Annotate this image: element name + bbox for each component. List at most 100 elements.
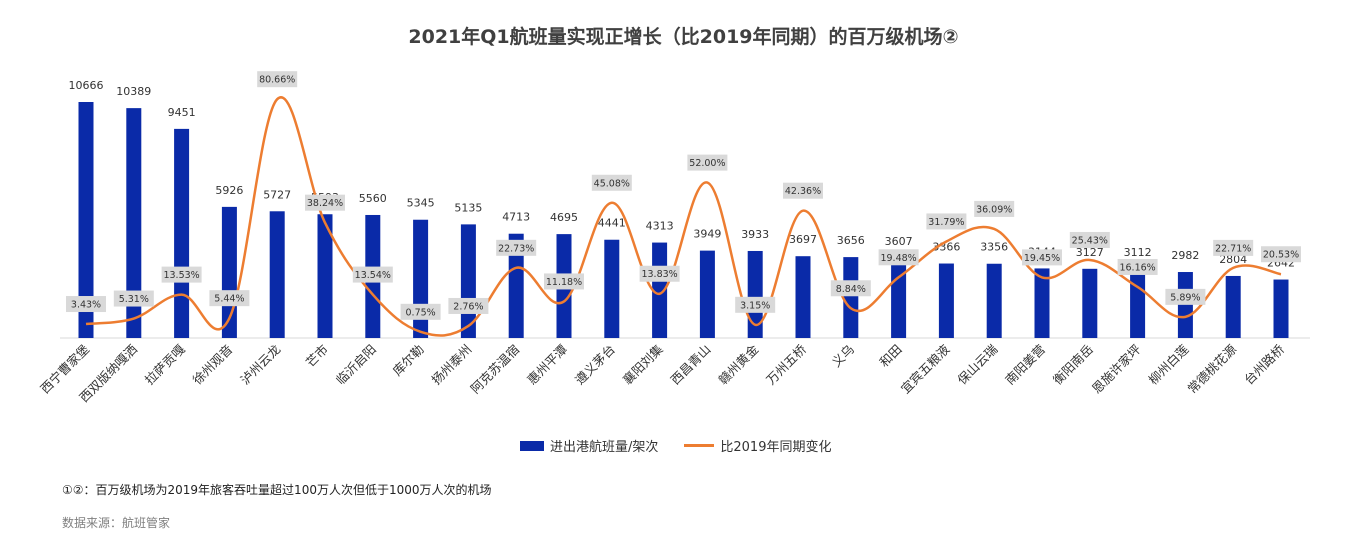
line-label-box — [496, 239, 537, 256]
bar-value-label: 5345 — [407, 197, 435, 210]
line-label-box — [1022, 249, 1062, 266]
footnote: ①②：百万级机场为2019年旅客吞吐量超过100万人次但低于1000万人次的机场 — [62, 483, 492, 497]
line-label-text: 42.36% — [785, 186, 821, 197]
bar-group — [78, 102, 1289, 339]
line-label-box — [1165, 288, 1206, 305]
bar-value-label: 3949 — [693, 228, 721, 241]
legend-label-bars: 进出港航班量/架次 — [550, 440, 659, 455]
bar — [604, 239, 620, 338]
line-label-text: 2.76% — [453, 301, 483, 312]
line-value-label: 13.83% — [639, 265, 680, 282]
bar — [1273, 279, 1289, 338]
line-value-label: 8.84% — [830, 280, 871, 297]
bar-value-label: 4441 — [598, 217, 626, 230]
line-label-text: 5.44% — [214, 294, 244, 305]
category-label: 阿克苏温宿 — [468, 342, 523, 397]
category-label: 义乌 — [829, 342, 857, 370]
category-label: 宜宾五粮液 — [898, 341, 953, 396]
bar — [795, 256, 811, 338]
line-value-label: 25.43% — [1069, 231, 1110, 248]
bar-value-label: 3356 — [980, 241, 1008, 254]
line-label-box — [735, 296, 776, 313]
line-value-label: 42.36% — [783, 182, 823, 199]
category-label: 襄阳刘集 — [620, 341, 666, 387]
bar-value-label: 5926 — [215, 184, 243, 197]
line-label-box — [305, 194, 345, 211]
category-label: 库尔勒 — [390, 342, 427, 379]
category-label: 扬州泰州 — [429, 342, 475, 388]
line-label-box — [113, 290, 154, 307]
bar — [1225, 275, 1241, 338]
line-label-text: 80.66% — [259, 75, 295, 86]
line-label-text: 13.54% — [355, 270, 391, 281]
line-label-text: 0.75% — [406, 307, 436, 318]
series-line — [85, 96, 1282, 337]
bar — [126, 108, 142, 339]
line-label-box — [544, 273, 584, 290]
bar-value-label: 4313 — [646, 220, 674, 233]
line-label-text: 22.71% — [1215, 243, 1251, 254]
line-value-label: 80.66% — [257, 71, 298, 88]
bar — [938, 263, 954, 338]
line-label-box — [830, 280, 871, 297]
line-label-text: 19.45% — [1024, 253, 1060, 264]
bar — [317, 214, 333, 338]
category-label: 徐州观音 — [190, 342, 236, 388]
legend-item-line: 比2019年同期变化 — [684, 436, 831, 455]
line-label-box — [400, 303, 441, 320]
bar — [1082, 268, 1098, 338]
bar-value-label: 3697 — [789, 233, 817, 246]
bar — [269, 211, 285, 338]
line-label-text: 25.43% — [1072, 235, 1108, 246]
bar-value-label: 3607 — [885, 235, 913, 248]
line-value-label: 45.08% — [591, 174, 632, 191]
line-label-text: 22.73% — [498, 243, 534, 254]
line-label-text: 36.09% — [976, 204, 1012, 215]
bar — [843, 257, 859, 338]
bar — [891, 258, 907, 338]
line-label-box — [352, 266, 393, 283]
line-label-box — [974, 200, 1015, 217]
line-label-text: 52.00% — [689, 158, 725, 169]
bar — [1034, 268, 1050, 338]
bar — [747, 250, 763, 338]
line-label-box — [878, 249, 919, 266]
category-label: 芒市 — [303, 342, 331, 370]
line-label-box — [783, 182, 823, 199]
category-label: 衡阳南岳 — [1050, 342, 1096, 388]
bar-value-label: 10666 — [69, 79, 104, 92]
line-value-label: 5.89% — [1165, 288, 1206, 305]
line-value-label: 0.75% — [400, 303, 441, 320]
bar — [508, 233, 524, 338]
category-label: 西昌青山 — [668, 342, 714, 388]
line-label-text: 20.53% — [1263, 250, 1299, 261]
line-value-label: 16.16% — [1117, 258, 1158, 275]
category-label: 拉萨贡嘎 — [142, 341, 188, 387]
bar — [78, 102, 94, 338]
line-value-label: 38.24% — [305, 194, 345, 211]
line-value-label: 19.45% — [1022, 249, 1062, 266]
line-value-label: 13.54% — [352, 266, 393, 283]
bar-label-group: 1066610389945159265727559355605345513547… — [69, 79, 1296, 270]
line-label-text: 8.84% — [836, 284, 866, 295]
category-label: 柳州白莲 — [1146, 341, 1192, 387]
line-label-box — [591, 174, 632, 191]
line-label-text: 13.53% — [163, 270, 199, 281]
line-label-text: 5.89% — [1170, 292, 1200, 303]
line-value-label: 20.53% — [1261, 246, 1301, 263]
line-label-text: 45.08% — [594, 178, 630, 189]
bar — [1130, 269, 1146, 338]
bar — [413, 219, 429, 338]
line-label-box — [161, 266, 202, 283]
line-label-box — [257, 71, 298, 88]
line-label-box — [1213, 239, 1254, 256]
chart-title: 2021年Q1航班量实现正增长（比2019年同期）的百万级机场② — [408, 26, 959, 48]
category-label: 万州五桥 — [763, 341, 809, 387]
line-label-box — [926, 213, 967, 230]
line-value-label: 5.44% — [209, 290, 250, 307]
category-label: 和田 — [876, 342, 904, 370]
line-value-label: 3.43% — [66, 296, 106, 313]
line-label-text: 19.48% — [880, 253, 916, 264]
bar-value-label: 9451 — [168, 106, 196, 119]
